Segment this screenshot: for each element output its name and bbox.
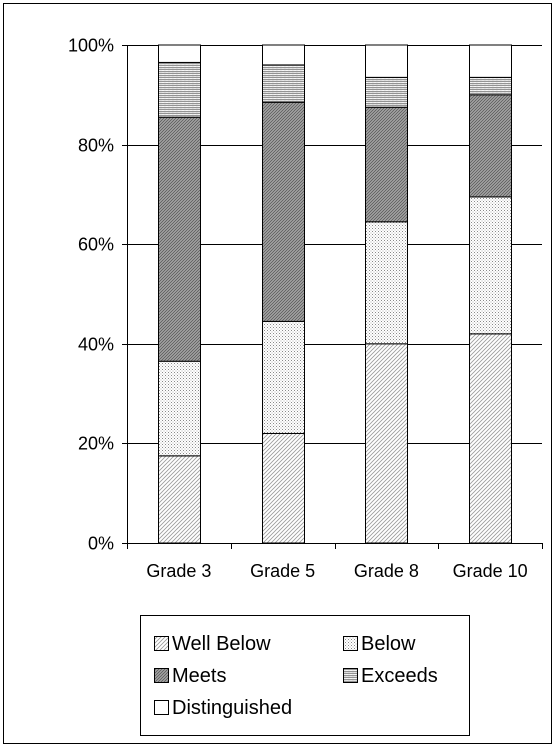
axes — [122, 45, 543, 549]
x-tick-label: Grade 5 — [250, 561, 315, 581]
bar-segment — [262, 320, 305, 434]
legend-label: Well Below — [172, 633, 271, 655]
y-tick-labels: 0% 20% 40% 60% 80% 100% — [68, 36, 114, 554]
bar-segment — [365, 76, 408, 108]
legend-swatch — [343, 636, 358, 651]
bar-segment — [469, 76, 512, 96]
x-tick-label: Grade 8 — [354, 561, 419, 581]
legend-swatch — [154, 668, 169, 683]
y-tick-label: 100% — [68, 36, 114, 56]
bar-segment — [365, 44, 408, 78]
y-tick-label: 20% — [78, 434, 114, 454]
bar-segment — [262, 101, 305, 322]
legend-swatch — [154, 700, 169, 715]
y-tick-label: 40% — [78, 335, 114, 355]
bar-segment — [262, 432, 305, 544]
bar-segment — [158, 360, 201, 457]
legend-swatch — [154, 636, 169, 651]
stacked-bar-chart: 0% 20% 40% 60% 80% 100% Grade 3 Grade 5 Grade 8… — [3, 3, 552, 744]
chart-frame: 0% 20% 40% 60% 80% 100% Grade 3 Grade 5 Grade 8… — [3, 3, 552, 744]
y-tick-label: 60% — [78, 235, 114, 255]
bar-segment — [469, 44, 512, 78]
legend-label: Below — [361, 633, 416, 655]
bar-segment — [365, 221, 408, 345]
x-tick-label: Grade 3 — [146, 561, 211, 581]
bar-segment — [469, 94, 512, 198]
bar-segment — [158, 44, 201, 63]
bars — [158, 44, 512, 544]
bar-segment — [158, 61, 201, 118]
bar-segment — [262, 64, 305, 103]
legend: Well Below Below Meets Exceeds Distinguished — [140, 615, 470, 736]
legend-swatch — [343, 668, 358, 683]
legend-label: Meets — [172, 665, 226, 687]
bar-segment — [365, 343, 408, 544]
bar-segment — [469, 196, 512, 335]
bar-segment — [262, 44, 305, 66]
x-tick-labels: Grade 3 Grade 5 Grade 8 Grade 10 — [146, 561, 527, 581]
legend-label: Distinguished — [172, 697, 292, 719]
bar-segment — [158, 116, 201, 362]
bar-segment — [158, 455, 201, 544]
y-tick-label: 0% — [88, 534, 114, 554]
y-tick-label: 80% — [78, 136, 114, 156]
bar-segment — [365, 106, 408, 223]
legend-box — [140, 615, 470, 736]
legend-label: Exceeds — [361, 665, 438, 687]
bar-segment — [469, 333, 512, 544]
x-tick-label: Grade 10 — [453, 561, 528, 581]
